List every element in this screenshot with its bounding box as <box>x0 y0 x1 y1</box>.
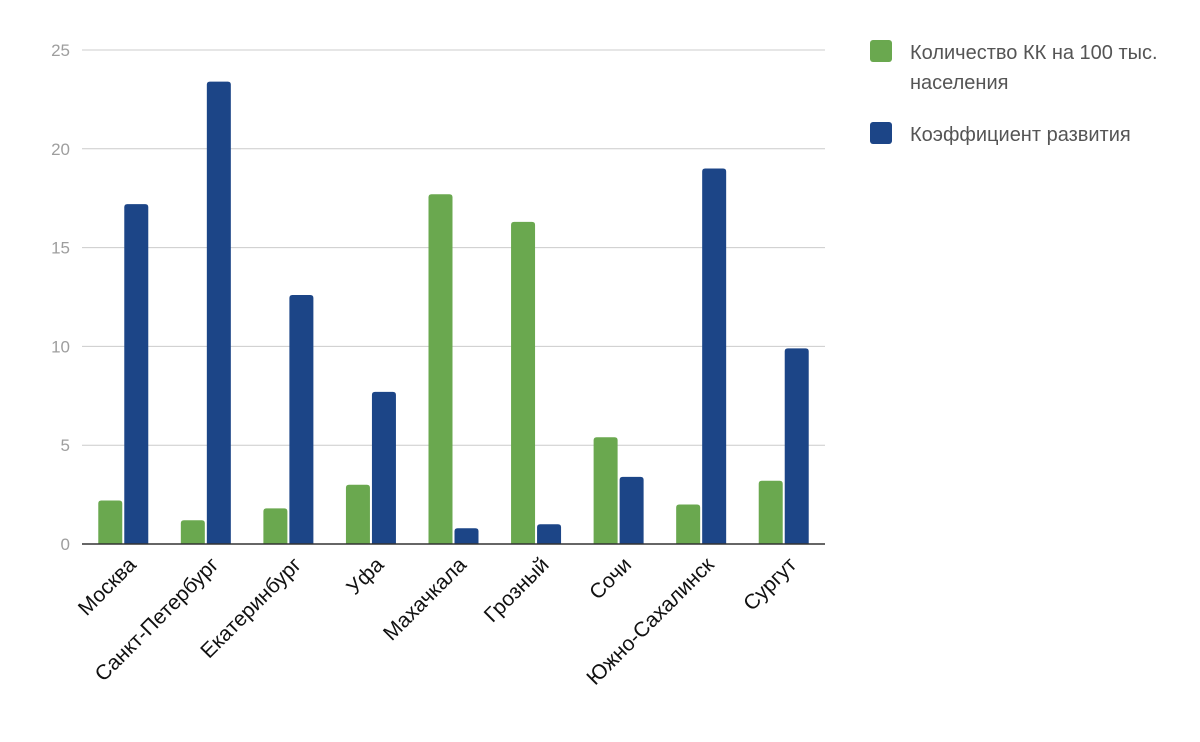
y-tick-label: 15 <box>51 239 70 258</box>
bar-series-1-1 <box>180 520 205 544</box>
bar-series-2-6 <box>619 476 644 544</box>
x-tick-label: Махачкала <box>379 553 471 645</box>
bar-series-1-0 <box>98 500 123 544</box>
bar-series-1-2 <box>263 508 288 544</box>
legend: Количество КК на 100 тыс. населения Коэф… <box>870 38 1190 172</box>
bar-series-2-8 <box>784 348 809 544</box>
y-tick-label: 0 <box>61 535 70 554</box>
y-tick-label: 10 <box>51 337 70 356</box>
x-tick-label: Грозный <box>480 553 554 627</box>
bar-series-1-3 <box>345 484 370 544</box>
x-tick-label: Уфа <box>342 553 388 599</box>
bar-series-1-8 <box>758 480 783 544</box>
bar-series-1-6 <box>593 437 618 544</box>
legend-label-series-2: Коэффициент развития <box>910 124 1131 146</box>
y-tick-label: 20 <box>51 140 70 159</box>
bar-series-2-5 <box>537 524 562 544</box>
x-tick-label: Сургут <box>739 553 801 615</box>
y-tick-label: 25 <box>51 41 70 60</box>
legend-label-series-1: Количество КК на 100 тыс. населения <box>910 42 1158 94</box>
bar-series-1-4 <box>428 194 453 545</box>
legend-item-series-2: Коэффициент развития <box>870 120 1190 150</box>
bars <box>98 81 809 545</box>
x-tick-label: Сочи <box>585 553 636 604</box>
legend-swatch-series-1 <box>870 40 892 62</box>
bar-series-2-3 <box>371 391 396 544</box>
bar-series-1-5 <box>511 221 536 545</box>
x-tick-label: Москва <box>74 553 141 620</box>
bar-series-1-7 <box>676 504 701 544</box>
legend-swatch-series-2 <box>870 122 892 144</box>
grid-lines <box>82 49 825 446</box>
bar-series-2-1 <box>206 81 231 544</box>
y-axis-ticks: 0 5 10 15 20 25 <box>51 41 70 554</box>
legend-item-series-1: Количество КК на 100 тыс. населения <box>870 38 1190 98</box>
y-tick-label: 5 <box>61 436 70 455</box>
bar-series-2-4 <box>454 528 479 544</box>
bar-series-2-2 <box>289 295 314 544</box>
bar-series-2-0 <box>124 204 149 545</box>
bar-series-2-7 <box>702 168 727 544</box>
